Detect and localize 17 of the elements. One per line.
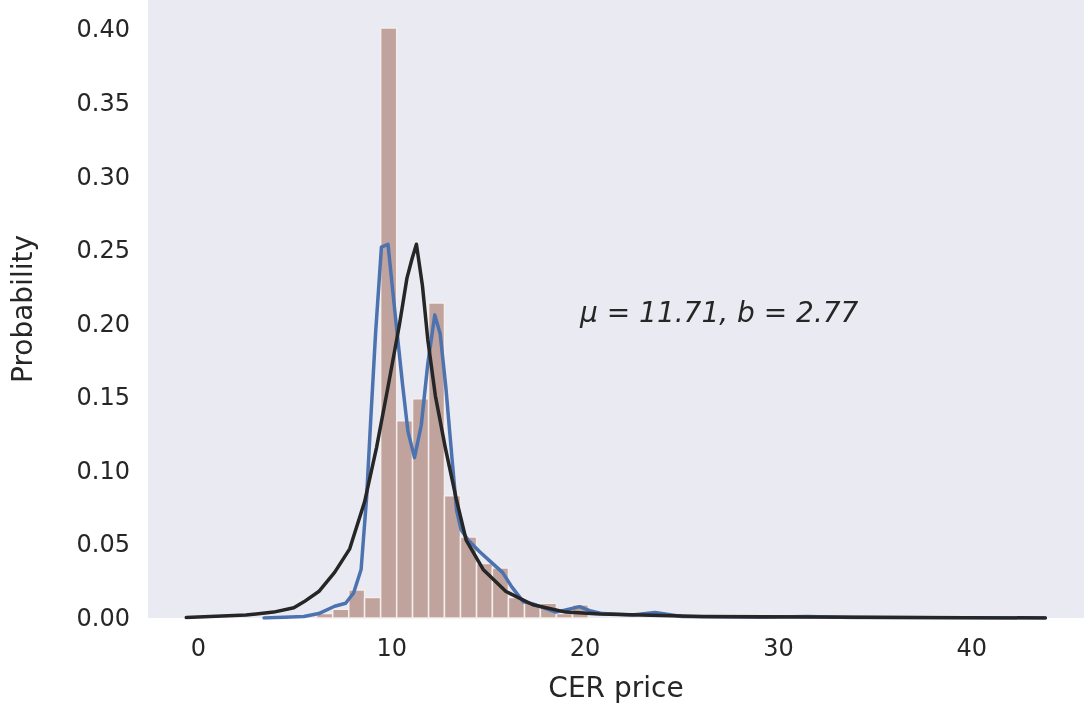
- y-tick-label: 0.40: [76, 15, 130, 44]
- y-tick-label: 0.15: [76, 383, 130, 412]
- x-tick-label: 10: [376, 634, 407, 662]
- y-tick-label: 0.35: [76, 89, 130, 117]
- y-tick-label: 0.25: [76, 236, 130, 265]
- y-tick-label: 0.00: [76, 604, 130, 632]
- y-tick-label: 0.05: [76, 530, 130, 559]
- x-axis-title: CER price: [548, 670, 684, 704]
- y-tick-label: 0.10: [76, 456, 130, 485]
- x-tick-label: 40: [956, 634, 988, 662]
- x-tick-label: 20: [569, 634, 601, 662]
- x-tick-label: 30: [763, 634, 794, 662]
- x-tick-label: 0: [190, 634, 206, 662]
- y-axis-title: Probability: [5, 234, 39, 384]
- annotation: μ = 11.71, b = 2.77: [579, 295, 859, 329]
- y-tick-label: 0.30: [76, 162, 130, 191]
- y-tick-label: 0.20: [76, 309, 130, 338]
